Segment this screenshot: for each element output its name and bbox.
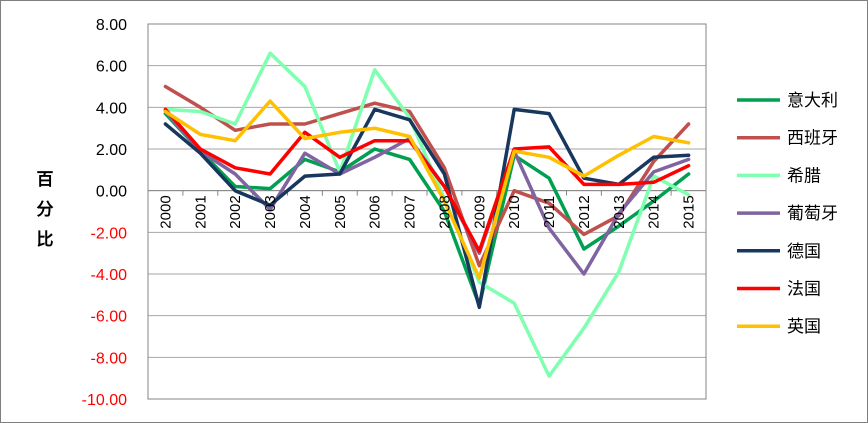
y-tick-label: 4.00 <box>96 100 127 117</box>
legend-label: 葡萄牙 <box>787 204 838 224</box>
x-tick-label: 2001 <box>192 195 209 228</box>
x-tick-label: 2003 <box>262 195 279 228</box>
series-line <box>163 107 691 253</box>
y-tick-label: 8.00 <box>96 17 127 34</box>
legend-label: 德国 <box>787 242 821 262</box>
x-tick-label: 2007 <box>402 195 419 228</box>
y-tick-label: 6.00 <box>96 59 127 76</box>
x-tick-label: 2009 <box>471 195 488 228</box>
y-tick-label: 0.00 <box>96 184 127 201</box>
y-tick-label: -6.00 <box>91 309 128 326</box>
legend-label: 西班牙 <box>787 129 838 149</box>
series-line <box>163 84 691 268</box>
x-tick-label: 2002 <box>227 195 244 228</box>
y-tick-label: -2.00 <box>91 225 128 242</box>
x-tick-label: 2012 <box>576 195 593 228</box>
x-tick-label: 2006 <box>367 195 384 228</box>
y-tick-label: -8.00 <box>91 350 128 367</box>
legend-label: 法国 <box>787 280 821 300</box>
x-tick-label: 2004 <box>297 195 314 228</box>
x-tick-label: 2011 <box>541 196 558 228</box>
legend-label: 希腊 <box>787 166 821 186</box>
x-tick-label: 2000 <box>157 195 174 228</box>
x-tick-label: 2005 <box>332 195 349 228</box>
series-line <box>163 51 691 378</box>
legend-label: 英国 <box>787 317 821 337</box>
series-line <box>163 107 691 310</box>
y-axis-label: 百 <box>37 170 54 190</box>
x-tick-label: 2008 <box>436 195 453 228</box>
plot-area <box>147 23 707 400</box>
y-axis-label: 比 <box>37 229 54 250</box>
y-tick-label: 2.00 <box>96 142 127 159</box>
y-tick-label: -4.00 <box>91 267 128 284</box>
x-tick-label: 2010 <box>506 195 523 228</box>
series-line <box>163 111 691 308</box>
x-tick-label: 2013 <box>611 195 628 228</box>
y-axis-label: 分 <box>37 200 54 220</box>
y-tick-label: -10.00 <box>82 392 127 409</box>
legend-label: 意大利 <box>787 91 838 111</box>
series-line <box>163 99 691 280</box>
x-tick-label: 2015 <box>681 195 698 228</box>
x-tick-label: 2014 <box>646 195 663 228</box>
